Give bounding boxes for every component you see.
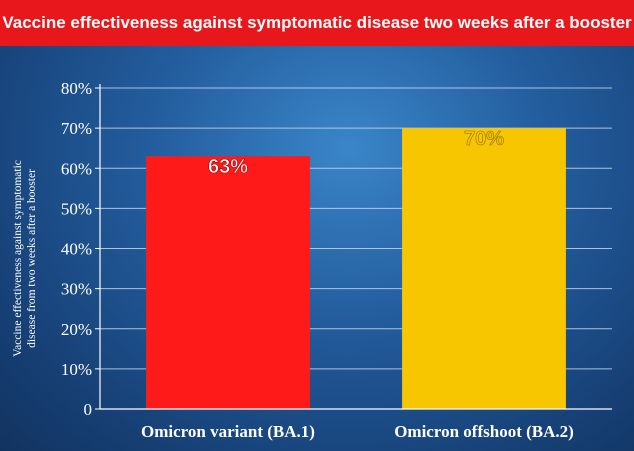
y-axis-ticks: 0 10% 20% 30% 40% 50% 60% 70% 80%: [61, 79, 100, 419]
y-tick-label: 60%: [61, 159, 92, 178]
bar-2: [402, 128, 566, 409]
y-axis-label-line-2: disease from two weeks after a booster: [26, 169, 38, 348]
y-tick-label: 10%: [61, 360, 92, 379]
y-tick-label: 70%: [61, 119, 92, 138]
y-tick-label: 0: [84, 400, 93, 419]
y-tick-label: 30%: [61, 280, 92, 299]
x-tick-label: Omicron variant (BA.1): [141, 422, 315, 441]
y-tick-label: 40%: [61, 240, 92, 259]
y-tick-label: 80%: [61, 79, 92, 98]
data-label: 63%: [208, 156, 248, 178]
y-tick-label: 50%: [61, 199, 92, 218]
bars: [146, 128, 566, 409]
data-label: 70%: [464, 128, 504, 150]
y-axis-label-line-1: Vaccine effectiveness against symptomati…: [12, 160, 24, 357]
chart-title: Vaccine effectiveness against symptomati…: [0, 0, 634, 46]
x-tick-label: Omicron offshoot (BA.2): [394, 422, 574, 441]
y-tick-label: 20%: [61, 320, 92, 339]
bar-1: [146, 156, 310, 409]
data-labels: 63% 70%: [208, 128, 505, 179]
x-axis-labels: Omicron variant (BA.1) Omicron offshoot (…: [141, 422, 574, 441]
